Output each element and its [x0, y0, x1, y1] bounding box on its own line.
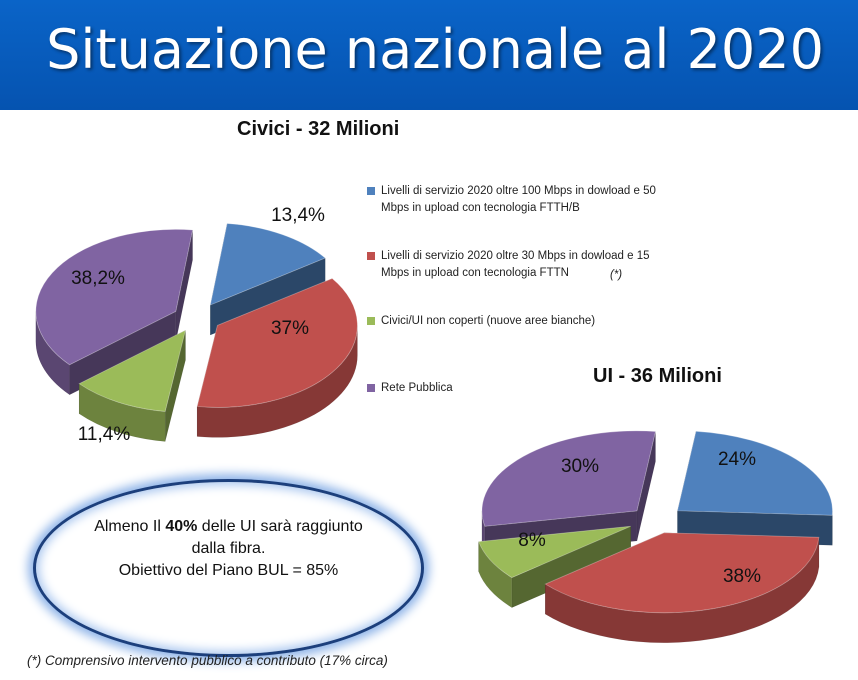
legend-swatch-red: [367, 252, 375, 260]
civici-chart-title: Civici - 32 Milioni: [237, 118, 400, 140]
callout-text: Almeno Il 40% delle UI sarà raggiunto da…: [33, 516, 424, 582]
ui-slice-fttn: [544, 532, 820, 614]
title-banner: Situazione nazionale al 2020: [0, 0, 858, 110]
civici-data-label-aree-bianche: 11,4%: [78, 424, 131, 445]
ui-chart-title: UI - 36 Milioni: [593, 365, 722, 387]
ui-data-label-ftth: 24%: [718, 449, 756, 470]
legend: Livelli di servizio 2020 oltre 100 Mbps …: [367, 183, 667, 397]
ui-data-label-aree-bianche: 8%: [518, 530, 546, 551]
civici-slice-rete-pubblica: [35, 228, 194, 366]
legend-swatch-purple: [367, 384, 375, 392]
civici-slice-ftth: [209, 223, 326, 306]
legend-item-rete-pubblica: Rete Pubblica: [367, 380, 667, 397]
callout-line-3: Obiettivo del Piano BUL = 85%: [118, 562, 339, 579]
civici-slice-aree-bianche: [78, 329, 187, 412]
civici-data-label-rete-pubblica: 38,2%: [71, 268, 125, 289]
callout-ellipse: [33, 479, 424, 657]
legend-item-ftth: Livelli di servizio 2020 oltre 100 Mbps …: [367, 183, 667, 217]
footnote: (*) Comprensivo intervento pubblico a co…: [27, 653, 388, 668]
legend-label: Rete Pubblica: [381, 382, 453, 394]
ui-data-label-rete-pubblica: 30%: [561, 456, 599, 477]
legend-swatch-green: [367, 317, 375, 325]
legend-item-fttn: Livelli di servizio 2020 oltre 30 Mbps i…: [367, 248, 667, 282]
ui-data-label-fttn: 38%: [723, 566, 761, 587]
civici-slice-side-aree-bianche: [164, 330, 186, 442]
ui-slice-aree-bianche: [478, 525, 631, 579]
legend-swatch-blue: [367, 187, 375, 195]
legend-label: Livelli di servizio 2020 oltre 100 Mbps …: [381, 185, 656, 214]
legend-item-aree-bianche: Civici/UI non coperti (nuove aree bianch…: [367, 313, 667, 330]
civici-slice-fttn: [196, 278, 358, 408]
callout-line-2: dalla fibra.: [191, 540, 266, 557]
ui-slice-rete-pubblica: [481, 430, 656, 527]
callout-highlight: 40%: [165, 518, 198, 535]
callout-line-1: Almeno Il 40% delle UI sarà raggiunto: [94, 518, 363, 535]
civici-data-label-fttn: 37%: [271, 318, 309, 339]
legend-note: (*): [610, 269, 623, 281]
legend-label: Civici/UI non coperti (nuove aree bianch…: [381, 315, 596, 327]
ui-slice-ftth: [676, 430, 833, 516]
legend-label: Livelli di servizio 2020 oltre 30 Mbps i…: [381, 250, 650, 279]
page-title: Situazione nazionale al 2020: [46, 18, 824, 81]
civici-data-label-ftth: 13,4%: [271, 205, 325, 226]
